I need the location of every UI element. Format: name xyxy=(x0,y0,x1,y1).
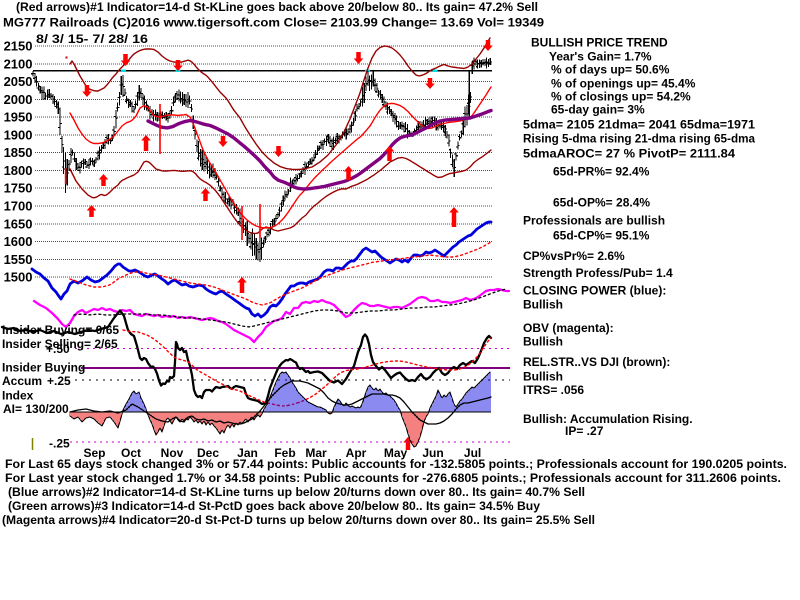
svg-text:Nov: Nov xyxy=(161,446,184,460)
svg-text:1650: 1650 xyxy=(4,216,33,231)
svg-text:Strength Profess/Pub= 1.4: Strength Profess/Pub= 1.4 xyxy=(523,266,673,280)
svg-text:Year's Gain= 1.7%: Year's Gain= 1.7% xyxy=(549,50,652,64)
svg-text:(Magenta arrows)#4 Indicator=2: (Magenta arrows)#4 Indicator=20-d St-Pct… xyxy=(2,513,595,527)
svg-text:For Last year stock changed 1: For Last year stock changed 1.7% or 34.5… xyxy=(5,471,781,485)
svg-text:8/ 3/ 15- 7/ 28/ 16: 8/ 3/ 15- 7/ 28/ 16 xyxy=(36,32,148,46)
svg-text:65d-PR%= 92.4%: 65d-PR%= 92.4% xyxy=(553,165,650,179)
svg-text:Insider Selling= 2/65: Insider Selling= 2/65 xyxy=(2,337,118,351)
svg-text:1550: 1550 xyxy=(4,252,33,267)
svg-text:+.50: +.50 xyxy=(46,342,70,356)
svg-text:% of closings up= 54.2%: % of closings up= 54.2% xyxy=(551,90,691,104)
svg-text:+.25: +.25 xyxy=(47,374,71,388)
svg-text:Insider Buying: Insider Buying xyxy=(2,361,85,375)
svg-text:Mar: Mar xyxy=(305,446,327,460)
svg-text:1900: 1900 xyxy=(4,127,33,142)
svg-text:Professionals are bullish: Professionals are bullish xyxy=(523,214,665,228)
svg-text:CLOSING POWER (blue):: CLOSING POWER (blue): xyxy=(523,284,666,298)
svg-text:For Last 65 days stock changed: For Last 65 days stock changed 3% or 57.… xyxy=(5,457,787,471)
svg-text:(Red arrows)#1 Indicator=14-d: (Red arrows)#1 Indicator=14-d St-KLine g… xyxy=(16,0,538,14)
svg-text:2050: 2050 xyxy=(4,74,33,89)
svg-text:AI= 130/200: AI= 130/200 xyxy=(3,402,69,416)
svg-text:ITRS= .056: ITRS= .056 xyxy=(523,383,584,397)
svg-text:65-day gain= 3%: 65-day gain= 3% xyxy=(551,103,645,117)
svg-text:Rising 5-dma rising 21-dma r: Rising 5-dma rising 21-dma rising 65-dma xyxy=(523,132,755,146)
svg-text:Jun: Jun xyxy=(422,446,443,460)
svg-text:(Blue arrows)#2 Indicator=14-d: (Blue arrows)#2 Indicator=14-d St-KLine … xyxy=(8,485,585,499)
svg-text:Apr: Apr xyxy=(346,446,367,460)
svg-text:65d-OP%= 28.4%: 65d-OP%= 28.4% xyxy=(553,196,650,210)
svg-text:Bullish: Accumulation Rising.: Bullish: Accumulation Rising. xyxy=(523,412,693,426)
svg-text:Bullish: Bullish xyxy=(523,298,563,312)
svg-text:May: May xyxy=(384,446,408,460)
svg-text:CP%vsPr%= 2.6%: CP%vsPr%= 2.6% xyxy=(523,249,625,263)
svg-text:-.25: -.25 xyxy=(49,437,70,451)
svg-text:Accum: Accum xyxy=(2,374,42,388)
svg-text:BULLISH PRICE TREND: BULLISH PRICE TREND xyxy=(531,36,668,50)
svg-text:5dma= 2105 21dma= 2041 65dma=1: 5dma= 2105 21dma= 2041 65dma=1971 xyxy=(523,118,755,132)
svg-text:% of days up= 50.6%: % of days up= 50.6% xyxy=(551,63,670,77)
svg-text:2000: 2000 xyxy=(4,92,33,107)
svg-text:2100: 2100 xyxy=(4,56,33,71)
svg-text:1800: 1800 xyxy=(4,163,33,178)
svg-text:% of openings up= 45.4%: % of openings up= 45.4% xyxy=(551,77,696,91)
svg-text:1700: 1700 xyxy=(4,199,33,214)
svg-text:(Green arrows)#3 Indicator=14-: (Green arrows)#3 Indicator=14-d St-PctD … xyxy=(8,499,540,513)
svg-text:1950: 1950 xyxy=(4,110,33,125)
svg-text:Insider Buying= 0/65: Insider Buying= 0/65 xyxy=(2,323,119,337)
svg-text:1750: 1750 xyxy=(4,181,33,196)
svg-text:REL.STR..VS DJI (brown):: REL.STR..VS DJI (brown): xyxy=(523,355,670,369)
svg-text:IP= .27: IP= .27 xyxy=(565,424,604,438)
svg-text:Jul: Jul xyxy=(464,446,481,460)
svg-text:MG777 Railroads (C)2016 ww: MG777 Railroads (C)2016 www.tigersoft.co… xyxy=(3,16,544,30)
svg-text:OBV (magenta):: OBV (magenta): xyxy=(523,321,614,335)
svg-text:Bullish: Bullish xyxy=(523,370,563,384)
svg-text:Sep: Sep xyxy=(83,446,105,460)
svg-text:5dmaAROC= 27 % PivotP= 2111.8: 5dmaAROC= 27 % PivotP= 2111.84 xyxy=(523,147,735,161)
svg-text:Feb: Feb xyxy=(274,446,295,460)
svg-text:1600: 1600 xyxy=(4,234,33,249)
svg-text:Bullish: Bullish xyxy=(523,335,563,349)
svg-text:1500: 1500 xyxy=(4,270,33,285)
svg-text:Oct: Oct xyxy=(121,446,141,460)
svg-text:1850: 1850 xyxy=(4,145,33,160)
svg-text:65d-CP%= 95.1%: 65d-CP%= 95.1% xyxy=(553,229,650,243)
svg-text:2150: 2150 xyxy=(4,39,33,54)
svg-text:Jan: Jan xyxy=(237,446,258,460)
svg-text:Index: Index xyxy=(2,389,34,403)
svg-text:Dec: Dec xyxy=(197,446,219,460)
